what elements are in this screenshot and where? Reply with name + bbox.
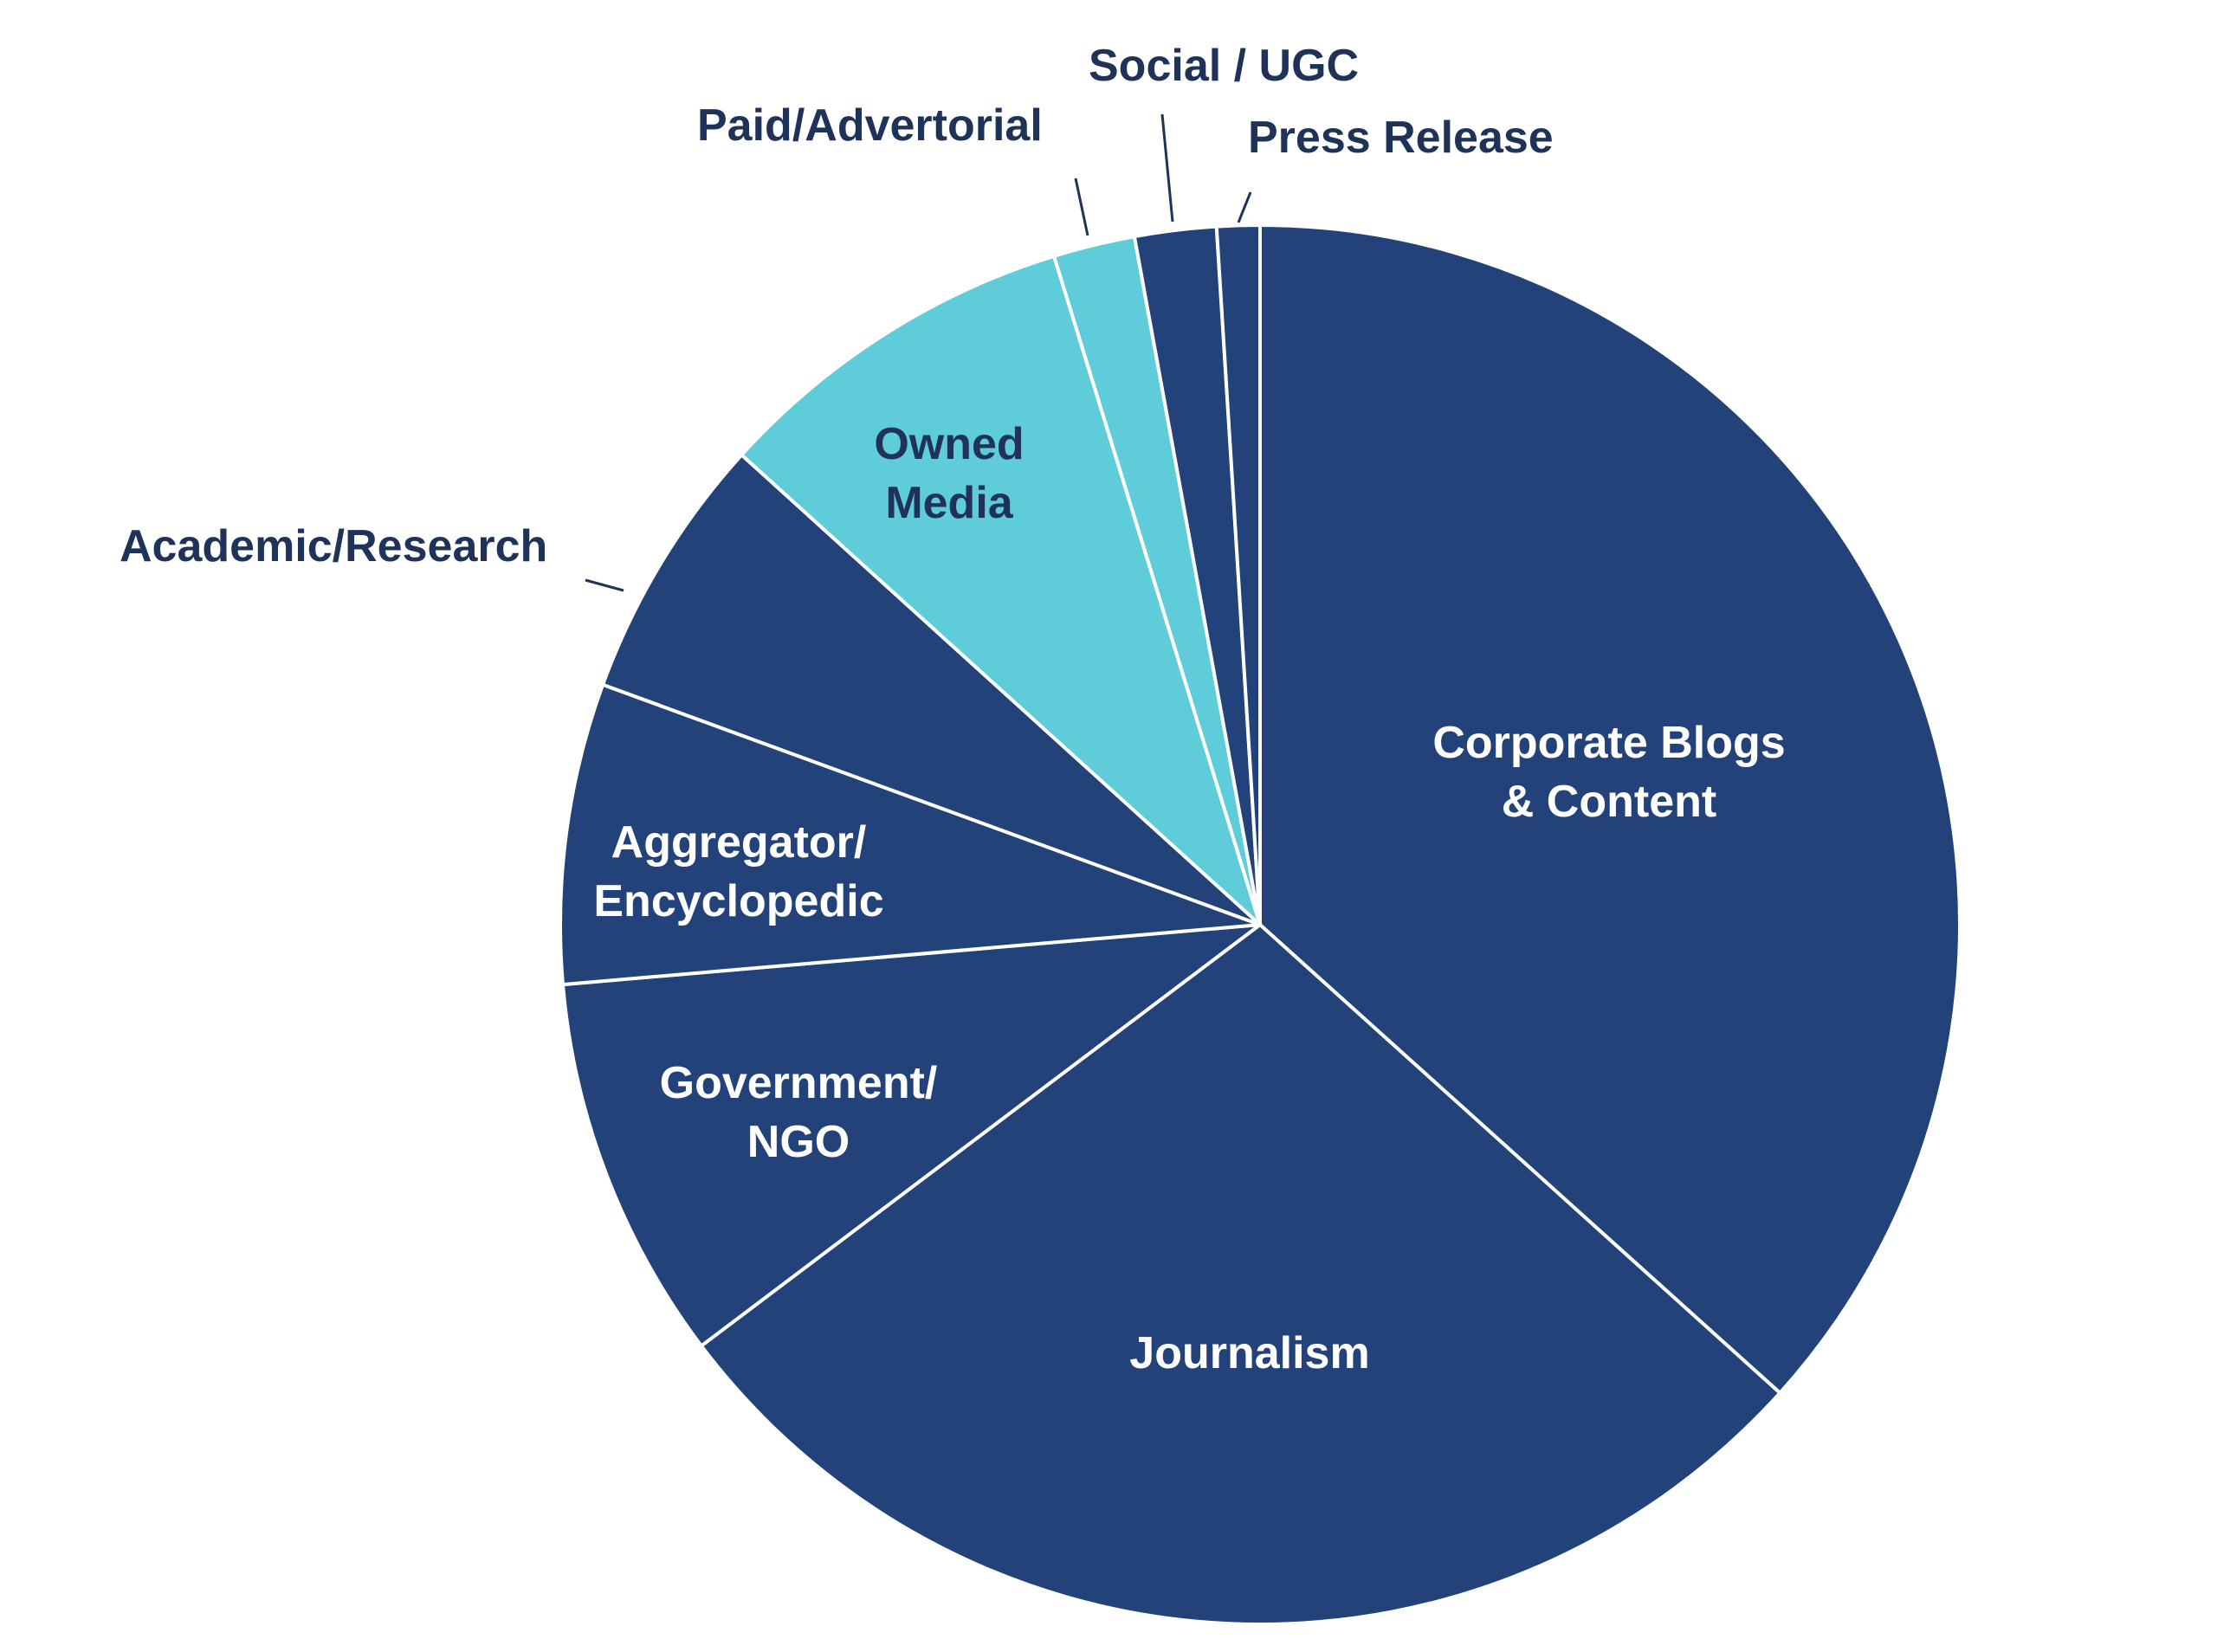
slice-label-line: Government/: [660, 1058, 938, 1108]
pie-slice-press-release: [1214, 223, 1262, 926]
leader-lines-layer: [585, 113, 1252, 592]
slice-label-line: Paid/Advertorial: [697, 100, 1043, 151]
slice-label-owned-media: Owned Media: [874, 419, 1024, 528]
slice-label-aggregator-encyclopedic: Aggregator/Encyclopedic: [593, 817, 883, 926]
slice-label-line: Social / UGC: [1089, 41, 1359, 91]
slice-label-line: & Content: [1502, 777, 1716, 827]
slice-label-corporate-blogs-content: Corporate Blogs & Content: [1432, 718, 1785, 827]
slice-label-journalism: Journalism: [1129, 1328, 1369, 1378]
slice-label-government-ngo: Government/NGO: [660, 1058, 938, 1167]
slice-label-line: Media: [885, 478, 1013, 528]
pie-slice-academic-research: [601, 453, 1262, 926]
pie-slice-aggregator-encyclopedic: [559, 682, 1262, 987]
slice-label-line: Corporate Blogs: [1432, 718, 1785, 768]
slice-label-line: Academic/Research: [120, 521, 547, 571]
labels-layer: Corporate Blogs & Content Journalism Govern…: [120, 41, 1786, 1378]
pie-slice-corporate-blogs-content: [1258, 223, 1962, 1395]
slice-label-press-release: Press Release: [1248, 113, 1554, 163]
slice-label-line: Journalism: [1129, 1328, 1369, 1378]
slices-layer: [559, 223, 1962, 1626]
pie-slice-government-ngo: [560, 923, 1262, 1348]
leader-line-social-ugc: [1160, 113, 1174, 223]
leader-line-paid-advertorial: [1074, 177, 1089, 236]
slice-label-line: NGO: [747, 1117, 850, 1167]
leader-line-academic-research: [585, 578, 624, 592]
slice-label-academic-research: Academic/Research: [120, 521, 547, 571]
slice-label-line: Encyclopedic: [593, 876, 883, 926]
slice-label-line: Aggregator/: [611, 817, 867, 868]
pie-slice-journalism: [699, 923, 1782, 1626]
pie-slice-owned-media: [740, 254, 1262, 926]
slice-label-social-ugc: Social / UGC: [1089, 41, 1359, 91]
slice-label-paid-advertorial: Paid/Advertorial: [697, 100, 1043, 151]
slice-label-line: Press Release: [1248, 113, 1554, 163]
slice-label-line: Owned: [874, 419, 1024, 469]
leader-line-press-release: [1237, 191, 1252, 223]
